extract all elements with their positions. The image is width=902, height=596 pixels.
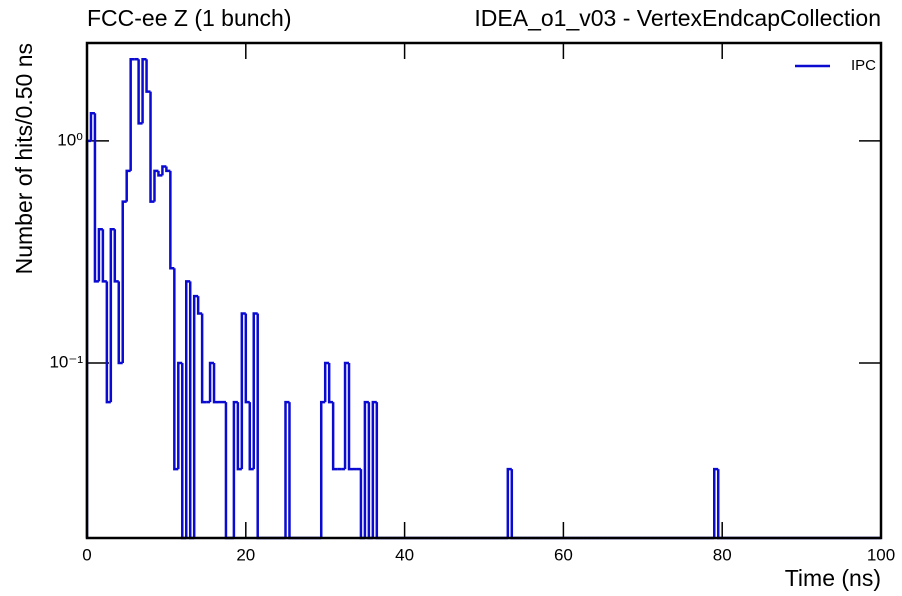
histogram-bin	[212, 363, 219, 404]
x-tick-label: 20	[236, 545, 255, 564]
histogram-bin	[244, 313, 250, 404]
histogram-bin	[284, 400, 290, 538]
histogram-bin	[129, 57, 135, 171]
histogram-bin	[121, 200, 127, 364]
x-tick-label: 60	[554, 545, 573, 564]
legend-label: IPC	[851, 57, 876, 74]
x-tick-label: 40	[395, 545, 414, 564]
histogram-bin	[125, 169, 131, 202]
chart-title: IDEA_o1_v03 - VertexEndcapCollection	[474, 5, 881, 31]
histogram-bin	[288, 402, 294, 540]
histogram-bin	[109, 228, 115, 403]
y-axis-label: Number of hits/0.50 ns	[11, 43, 37, 274]
histogram-bin	[137, 59, 143, 125]
histogram-bin	[240, 312, 246, 470]
histogram-bin	[224, 402, 230, 540]
histogram-bin	[236, 402, 242, 471]
histogram-bin	[161, 165, 167, 176]
histogram-bin	[331, 402, 338, 471]
histogram-bin	[185, 280, 191, 538]
histogram-bin	[149, 91, 155, 203]
histogram-bin	[375, 402, 381, 540]
histogram-bin	[169, 170, 175, 270]
histogram-bin	[113, 229, 119, 283]
histogram-bin	[506, 467, 512, 538]
histogram-bin	[323, 361, 330, 403]
histogram-bin	[319, 400, 326, 538]
histogram-bin	[208, 361, 215, 403]
histogram-bin	[252, 312, 258, 470]
histogram-bin	[196, 296, 203, 315]
x-tick-label: 80	[713, 545, 732, 564]
y-tick-label: 10⁻¹	[49, 353, 83, 372]
histogram-bin	[93, 113, 99, 283]
histogram-bin	[101, 229, 107, 283]
histogram-bin	[363, 400, 369, 538]
histogram-bin	[713, 467, 719, 538]
histogram-bin	[165, 166, 171, 173]
histogram-bin	[371, 400, 377, 538]
histogram-bin	[97, 228, 103, 282]
histogram-bin	[200, 313, 207, 404]
histogram-bin	[117, 281, 123, 365]
x-tick-label: 100	[867, 545, 895, 564]
histogram-bin	[177, 361, 183, 470]
histogram-bin	[141, 57, 147, 124]
histogram-bin	[89, 111, 95, 141]
x-axis-label: Time (ns)	[785, 565, 881, 591]
histogram-bin	[173, 268, 179, 471]
histogram-bin	[248, 402, 254, 471]
annotation: FCC-ee Z (1 bunch)	[87, 5, 292, 31]
histogram-bin	[327, 363, 334, 404]
x-tick-label: 0	[82, 545, 91, 564]
histogram-bin	[153, 169, 159, 202]
histogram-bin	[347, 363, 353, 471]
histogram-bin	[145, 59, 151, 93]
y-tick-label: 10⁰	[57, 130, 83, 149]
histogram-bin	[192, 294, 199, 538]
histogram-bin	[343, 361, 350, 470]
histogram-bin	[256, 313, 262, 540]
histogram-bin	[510, 469, 516, 540]
histogram-bin	[232, 400, 238, 538]
plot-frame	[85, 41, 883, 540]
histogram-bin	[105, 281, 111, 404]
histogram-bin	[157, 170, 163, 177]
